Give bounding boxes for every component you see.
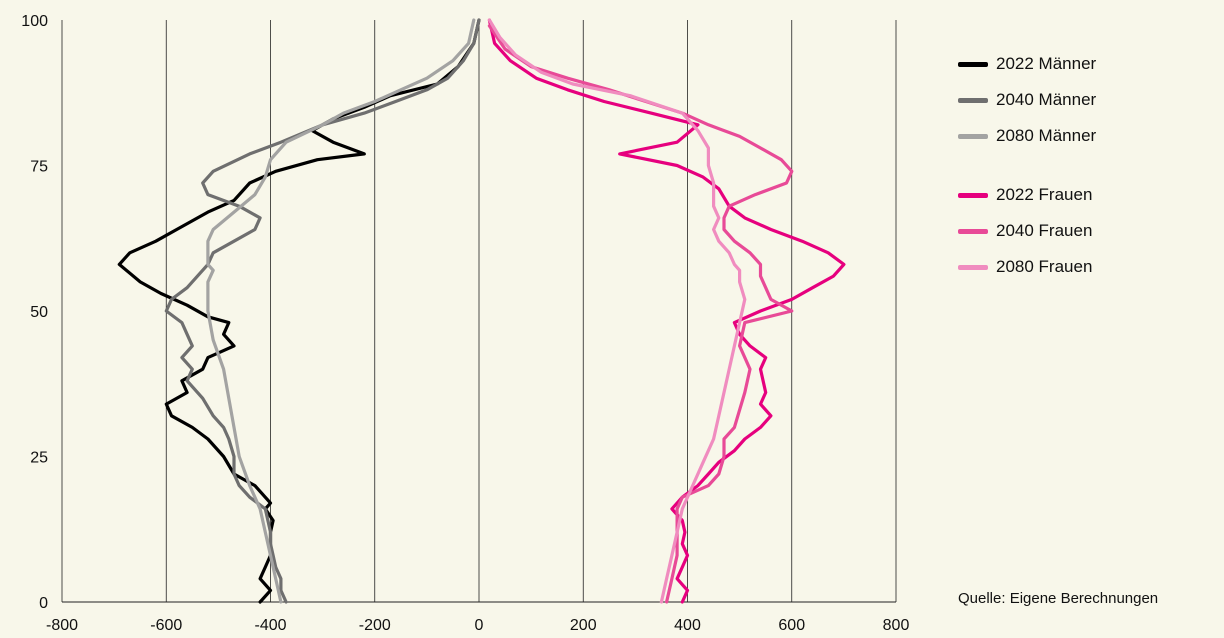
legend-item-2040-maenner: 2040 Männer [958, 82, 1096, 118]
legend-item-2080-frauen: 2080 Frauen [958, 249, 1096, 285]
y-tick-label: 50 [30, 304, 48, 321]
legend-label: 2080 Männer [996, 126, 1097, 145]
legend-item-2022-frauen: 2022 Frauen [958, 177, 1096, 213]
legend-item-2080-maenner: 2080 Männer [958, 118, 1096, 154]
y-axis-ticks: 0 25 50 75 100 [21, 13, 48, 612]
legend-label: 2022 Frauen [996, 185, 1093, 204]
x-tick-label: -600 [150, 617, 182, 634]
x-axis-ticks: -800 -600 -400 -200 0 200 400 600 800 [46, 617, 909, 634]
series-line-3 [487, 18, 846, 604]
legend-swatch [958, 192, 988, 198]
population-pyramid-chart: -800 -600 -400 -200 0 200 400 600 800 0 25 50 75 100 [21, 13, 909, 634]
y-tick-label: 75 [30, 159, 48, 176]
source-note: Quelle: Eigene Berechnungen [958, 590, 1159, 607]
y-tick-label: 100 [21, 13, 48, 30]
series-line-4 [487, 24, 794, 604]
series-line-0 [117, 18, 481, 604]
x-tick-label: -400 [254, 617, 286, 634]
x-tick-label: 800 [883, 617, 910, 634]
y-tick-label: 25 [30, 450, 48, 467]
legend-swatch [958, 97, 988, 103]
vertical-gridlines [61, 20, 897, 602]
series-line-2 [206, 18, 476, 604]
legend-swatch [958, 61, 988, 67]
x-tick-label: 400 [674, 617, 701, 634]
x-tick-label: -200 [359, 617, 391, 634]
y-tick-label: 0 [39, 595, 48, 612]
legend-swatch [958, 264, 988, 270]
legend-label: 2022 Männer [996, 54, 1097, 73]
series-lines [117, 18, 846, 604]
legend-item-2040-frauen: 2040 Frauen [958, 213, 1096, 249]
x-tick-label: 0 [475, 617, 484, 634]
legend-label: 2040 Frauen [996, 221, 1093, 240]
x-tick-label: 200 [570, 617, 597, 634]
x-tick-label: 600 [778, 617, 805, 634]
legend-label: 2080 Frauen [996, 257, 1093, 276]
legend-swatch [958, 228, 988, 234]
series-line-5 [487, 18, 747, 604]
legend-item-2022-maenner: 2022 Männer [958, 46, 1096, 82]
legend-swatch [958, 133, 988, 139]
x-tick-label: -800 [46, 617, 78, 634]
series-line-1 [164, 18, 481, 604]
legend: 2022 Männer 2040 Männer 2080 Männer 2022… [958, 46, 1096, 285]
legend-label: 2040 Männer [996, 90, 1097, 109]
